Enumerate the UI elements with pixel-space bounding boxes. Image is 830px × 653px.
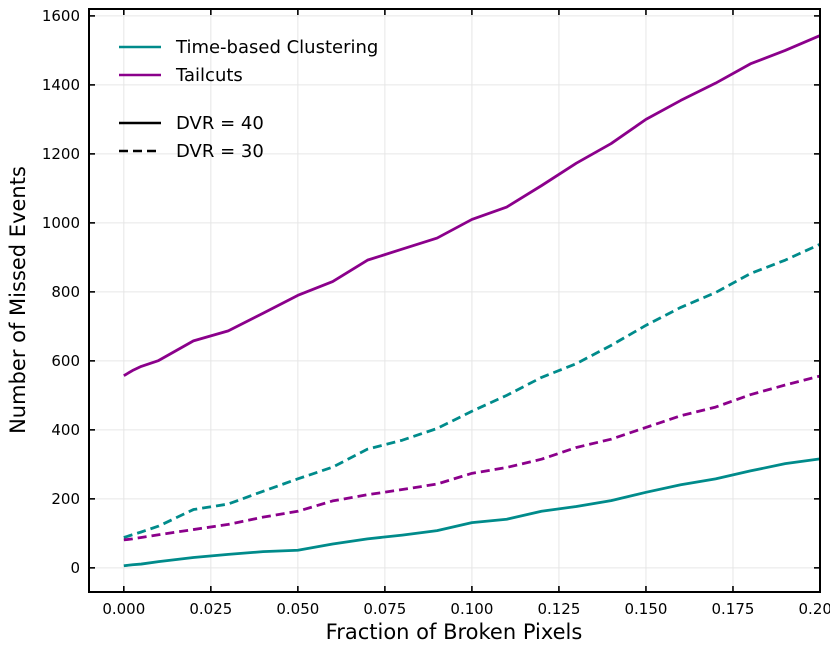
x-tick-label: 0.200 (799, 600, 830, 618)
x-tick-label: 0.000 (102, 600, 145, 618)
plot-frame (88, 8, 821, 593)
y-tick-label: 400 (51, 421, 80, 439)
x-tick-label: 0.125 (537, 600, 580, 618)
y-tick-label: 200 (51, 490, 80, 508)
x-tick-label: 0.075 (363, 600, 406, 618)
x-tick-label: 0.100 (450, 600, 493, 618)
legend-label-dvr-40: DVR = 40 (176, 113, 264, 134)
series-line-time-based-clustering-dvr-40 (123, 457, 821, 568)
x-tick-label: 0.175 (711, 600, 754, 618)
y-tick-label: 1000 (42, 214, 80, 232)
x-tick-label: 0.025 (189, 600, 232, 618)
y-tick-label: 1200 (42, 145, 80, 163)
y-tick-label: 600 (51, 352, 80, 370)
y-tick-label: 1600 (42, 7, 80, 25)
grid (89, 9, 821, 592)
series-line-tailcuts-dvr-30 (123, 374, 821, 542)
y-tick-label: 0 (70, 559, 80, 577)
series-line-time-based-clustering-dvr-30 (123, 242, 821, 539)
legend-label-tailcuts: Tailcuts (175, 65, 243, 86)
x-axis-label: Fraction of Broken Pixels (326, 620, 583, 644)
series-line-tailcuts-dvr-40 (123, 34, 821, 377)
y-tick-label: 800 (51, 283, 80, 301)
legend-label-time-based-clustering: Time-based Clustering (175, 37, 378, 58)
axis-ticks: 0.000 0.025 0.050 0.075 0.100 0.125 0.150 0.175… (42, 7, 830, 618)
y-tick-label: 1400 (42, 76, 80, 94)
x-tick-label: 0.050 (276, 600, 319, 618)
series-layer (123, 34, 821, 568)
legend-label-dvr-30: DVR = 30 (176, 141, 264, 162)
y-axis-label: Number of Missed Events (6, 166, 30, 434)
legend: Time-based Clustering Tailcuts DVR = 40 … (119, 37, 378, 162)
x-tick-label: 0.150 (624, 600, 667, 618)
